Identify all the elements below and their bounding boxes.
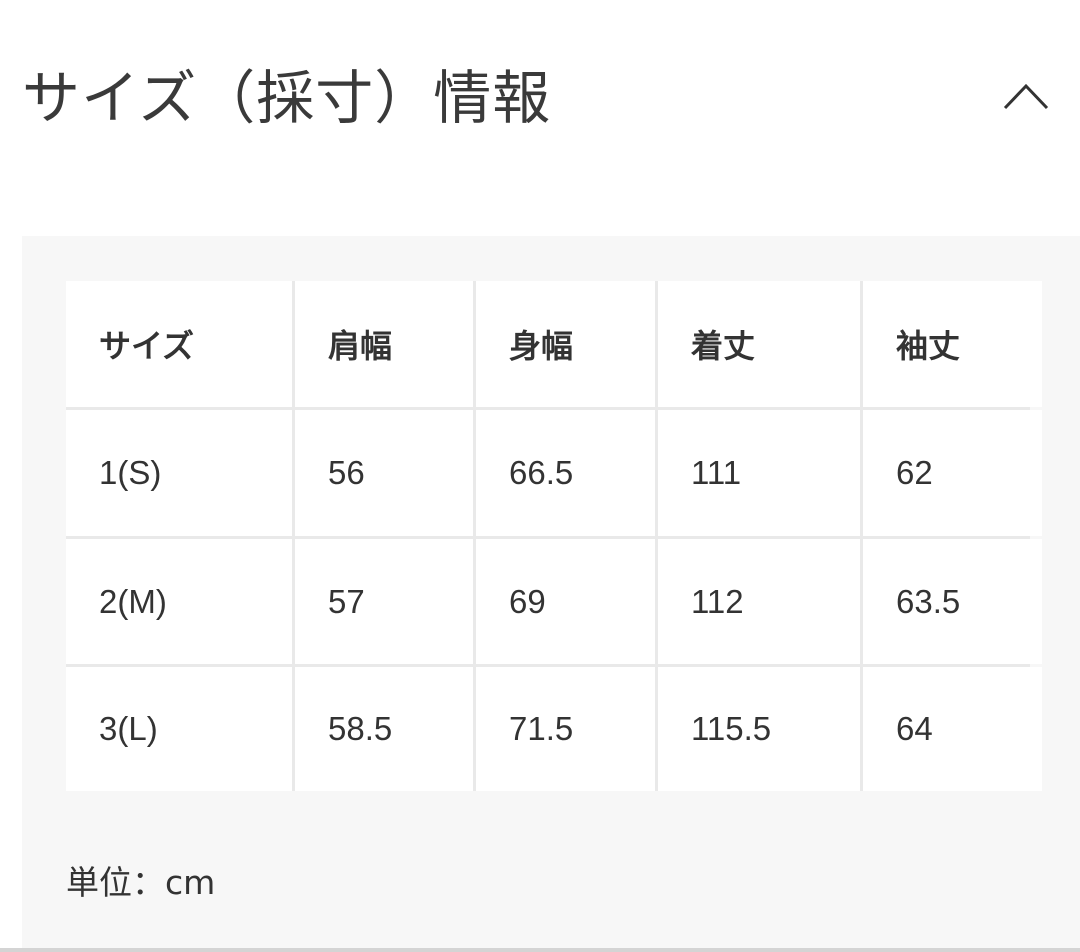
table-cell: 57 [295, 539, 473, 664]
table-cell: 56 [295, 410, 473, 536]
table-cell: 63.5 [863, 539, 1042, 664]
table-header-cell: 肩幅 [295, 281, 473, 407]
table-header-cell: 着丈 [658, 281, 860, 407]
table-cell: 58.5 [295, 667, 473, 791]
size-table: サイズ 肩幅 身幅 着丈 袖丈 1(S) 56 66.5 111 62 2(M) 57 69 112 63.… [66, 281, 1042, 791]
section-title: サイズ（採寸）情報 [22, 64, 552, 132]
size-info-panel: サイズ 肩幅 身幅 着丈 袖丈 1(S) 56 66.5 111 62 2(M) 57 69 112 63.… [22, 236, 1080, 948]
chevron-up-icon[interactable] [1002, 80, 1050, 112]
table-header-cell: 身幅 [476, 281, 655, 407]
table-cell: 112 [658, 539, 860, 664]
divider [0, 948, 1080, 952]
table-cell: 111 [658, 410, 860, 536]
table-cell: 2(M) [66, 539, 292, 664]
table-cell: 66.5 [476, 410, 655, 536]
table-header-cell: サイズ [66, 281, 292, 407]
table-cell: 115.5 [658, 667, 860, 791]
table-header-cell: 袖丈 [863, 281, 1042, 407]
table-cell: 69 [476, 539, 655, 664]
table-cell: 62 [863, 410, 1042, 536]
table-cell: 71.5 [476, 667, 655, 791]
table-cell: 3(L) [66, 667, 292, 791]
table-cell: 64 [863, 667, 1042, 791]
unit-label: 単位：cm [66, 863, 216, 902]
table-cell: 1(S) [66, 410, 292, 536]
